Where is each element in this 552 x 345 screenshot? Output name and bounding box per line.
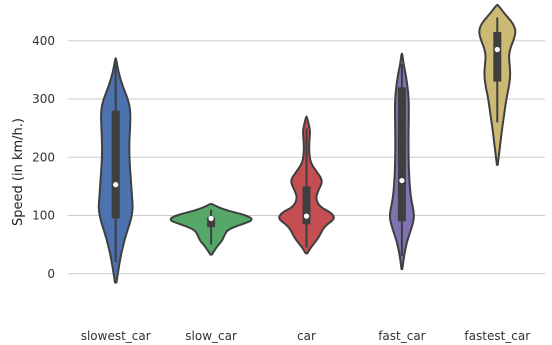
y-tick-label-400: 400 (32, 34, 55, 48)
y-tick-label-100: 100 (32, 209, 55, 223)
median-point-fast_car (399, 177, 405, 184)
iqr-box-car (302, 186, 311, 225)
median-point-car (303, 213, 310, 219)
iqr-box-slow_car (207, 217, 216, 228)
iqr-box-fastest_car (493, 32, 502, 82)
violins (97, 3, 517, 284)
violin-slow_car (169, 202, 253, 256)
violin-fastest_car (478, 3, 517, 166)
iqr-box-fast_car (397, 87, 406, 222)
y-tick-label-200: 200 (32, 150, 55, 164)
median-point-slow_car (208, 215, 214, 222)
median-point-fastest_car (494, 46, 500, 53)
x-tick-label-car: car (297, 329, 316, 343)
x-axis-ticks: slowest_car slow_car car fast_car fastest_ca… (81, 329, 531, 343)
iqr-box-slowest_car (111, 110, 120, 219)
median-point-slowest_car (113, 182, 119, 188)
y-tick-label-300: 300 (32, 92, 55, 106)
x-tick-label-fast_car: fast_car (378, 329, 425, 343)
y-tick-label-0: 0 (47, 267, 55, 281)
y-axis-ticks: 0 100 200 300 400 (32, 34, 55, 281)
x-tick-label-fastest_car: fastest_car (464, 329, 530, 343)
y-axis-label: Speed (in km/h.) (11, 118, 26, 226)
x-tick-label-slow_car: slow_car (185, 329, 237, 343)
x-tick-label-slowest_car: slowest_car (81, 329, 151, 343)
violin-fast_car (388, 52, 415, 271)
violin-car (278, 115, 335, 255)
violin-slowest_car (97, 57, 134, 284)
